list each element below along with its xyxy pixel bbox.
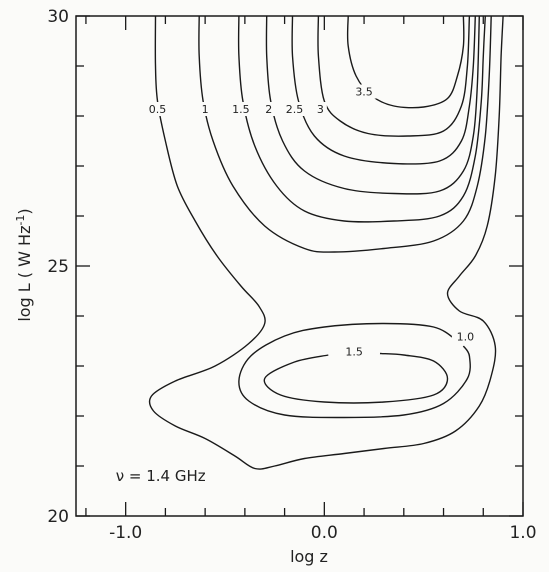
contour-label-5: 2.5: [286, 103, 304, 116]
x-tick-label: 1.0: [509, 523, 536, 543]
y-axis-label-close: ): [15, 208, 34, 214]
y-tick-label: 30: [47, 7, 69, 27]
contour-label-bg-8: [451, 329, 479, 344]
contour-label-bg-3: [227, 102, 255, 116]
y-axis-label-main: log L ( W Hz: [15, 226, 34, 322]
contour-label-bg-7: [350, 84, 378, 99]
contour-label-bg-4: [262, 102, 276, 116]
contour-label-3: 1.5: [232, 103, 250, 116]
contour-line-6: [317, 15, 471, 137]
contour-label-8: 1.0: [457, 331, 475, 344]
y-axis-label-superscript: -1: [14, 215, 27, 226]
contour-line-1: [148, 15, 504, 470]
contour-line-4: [265, 15, 480, 195]
x-axis-label: log z: [290, 547, 328, 566]
contour-label-bg-2: [198, 102, 212, 116]
contour-line-8: [238, 322, 471, 419]
y-tick-label: 25: [47, 257, 69, 277]
contour-line-9: [263, 352, 449, 404]
contour-label-9: 1.5: [345, 346, 363, 359]
frequency-annotation: ν = 1.4 GHz: [116, 467, 206, 485]
contour-line-7: [346, 15, 465, 109]
x-tick-label: 0.0: [311, 523, 338, 543]
contour-label-6: 3: [317, 103, 324, 116]
contour-label-1: 0.5: [149, 103, 167, 116]
contour-lines: [148, 15, 504, 470]
contour-label-4: 2: [265, 103, 272, 116]
tick-labels: -1.0 0.0 1.0 20 25 30: [47, 7, 536, 543]
plot-frame: [75, 15, 524, 517]
axis-ticks: [76, 15, 524, 517]
x-tick-label: -1.0: [109, 523, 142, 543]
contour-label-2: 1: [202, 103, 209, 116]
contour-label-bg-9: [340, 344, 368, 359]
contour-label-bg-1: [143, 102, 171, 116]
y-tick-label: 20: [47, 507, 69, 527]
y-axis-label: log L ( W Hz-1): [14, 208, 34, 321]
contour-labels: 0.5 1 1.5 2 2.5 3 3.5 1.0 1.5: [143, 84, 479, 359]
contour-label-7: 3.5: [355, 86, 373, 99]
contour-line-2: [198, 15, 492, 253]
contour-line-5: [291, 15, 476, 165]
contour-label-bg-5: [281, 102, 309, 116]
contour-label-bg-6: [313, 102, 327, 116]
